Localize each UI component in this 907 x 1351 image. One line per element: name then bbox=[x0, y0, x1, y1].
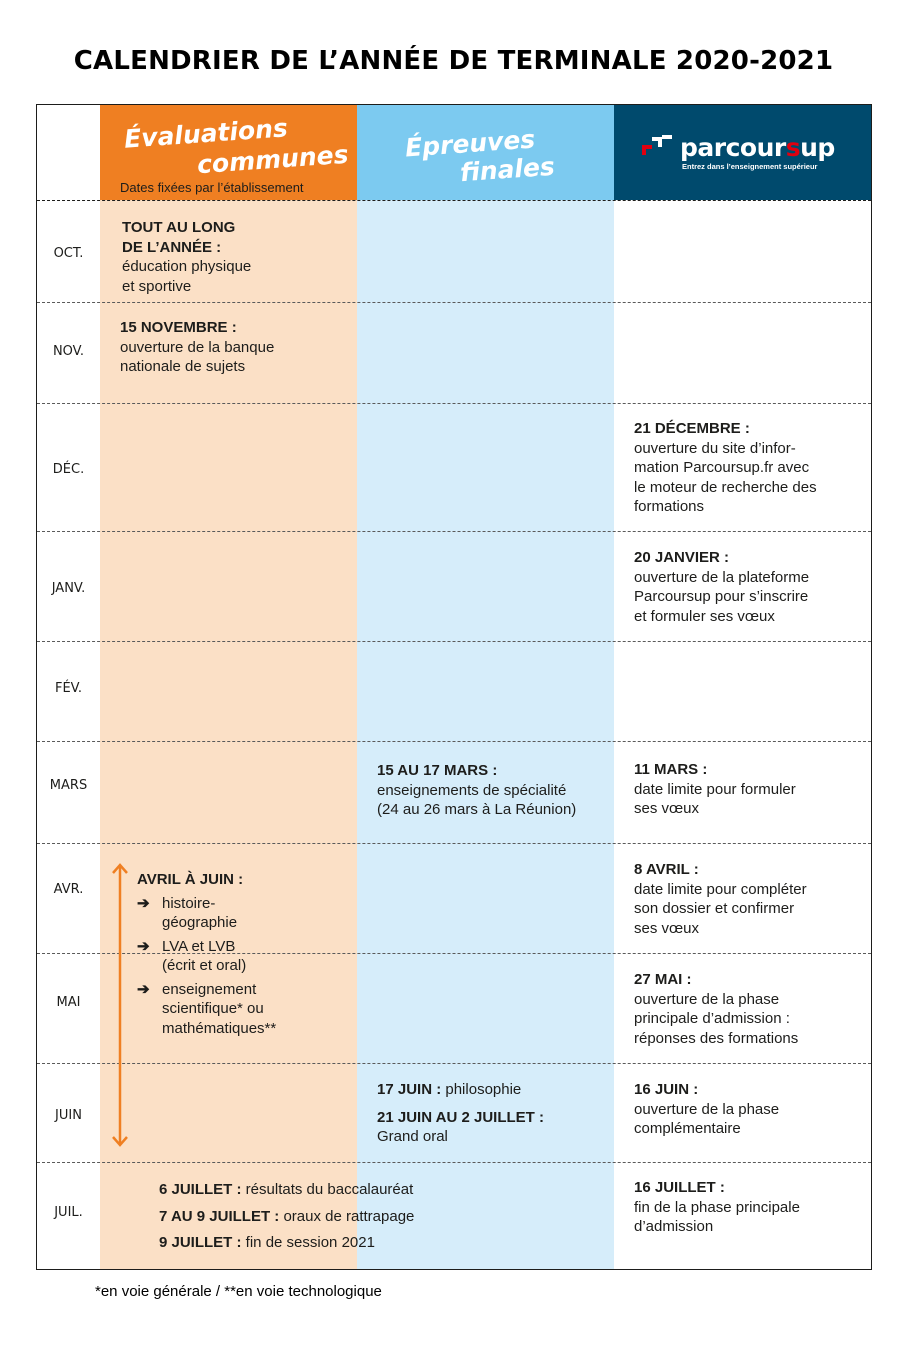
row-separator bbox=[37, 403, 871, 404]
month-oct: OCT. bbox=[53, 246, 84, 261]
parcoursup-dec-entry: 21 DÉCEMBRE : ouverture du site d’infor-… bbox=[634, 420, 817, 515]
month-juin: JUIN bbox=[55, 1108, 82, 1123]
eval-avril-juin-entry: AVRIL À JUIN : ➔ histoire- géographie ➔ … bbox=[137, 870, 347, 1038]
footnote: *en voie générale / **en voie technologi… bbox=[95, 1283, 382, 1300]
page-title: CALENDRIER DE L’ANNÉE DE TERMINALE 2020-… bbox=[73, 46, 834, 76]
juillet-entry: 9 JUILLET : fin de session 2021 bbox=[159, 1234, 375, 1251]
eval-nov-entry: 15 NOVEMBRE : ouverture de la banque nat… bbox=[120, 319, 275, 375]
month-mai: MAI bbox=[56, 995, 81, 1010]
evaluations-header-subtitle: Dates fixées par l’établissement bbox=[120, 180, 304, 195]
juillet-entry: 7 AU 9 JUILLET : oraux de rattrapage bbox=[159, 1207, 415, 1225]
parcoursup-mai-entry: 27 MAI : ouverture de la phase principal… bbox=[634, 971, 799, 1047]
parcoursup-mars-entry: 11 MARS : date limite pour formuler ses … bbox=[634, 761, 796, 817]
eval-oct-entry: TOUT AU LONG DE L’ANNÉE : éducation phys… bbox=[122, 219, 252, 295]
month-juil: JUIL. bbox=[54, 1205, 83, 1220]
parcoursup-logo: parcoursup Entrez dans l’enseignement su… bbox=[642, 133, 835, 171]
epreuves-juin-entry: 17 JUIN : philosophie 21 JUIN AU 2 JUILL… bbox=[377, 1081, 544, 1145]
parcoursup-header: parcoursup Entrez dans l’enseignement su… bbox=[614, 105, 871, 200]
right-arrow-icon: ➔ bbox=[137, 980, 150, 998]
row-separator bbox=[37, 741, 871, 742]
parcoursup-avr-entry: 8 AVRIL : date limite pour compléter son… bbox=[634, 861, 807, 937]
month-janv: JANV. bbox=[51, 581, 86, 596]
calendar-table-frame bbox=[36, 104, 872, 1270]
right-arrow-icon: ➔ bbox=[137, 937, 150, 955]
parcoursup-juil-entry: 16 JUILLET : fin de la phase principale … bbox=[634, 1179, 800, 1235]
row-separator bbox=[37, 302, 871, 303]
parcoursup-juin-entry: 16 JUIN : ouverture de la phase compléme… bbox=[634, 1081, 780, 1137]
eval-item-histoire: ➔ histoire- géographie bbox=[137, 894, 238, 932]
evaluations-column-band bbox=[100, 105, 357, 1269]
month-avr: AVR. bbox=[53, 882, 84, 897]
right-arrow-icon: ➔ bbox=[137, 894, 150, 912]
epreuves-header: Épreuves finales bbox=[357, 105, 614, 200]
evaluations-header: Évaluations communes Dates fixées par l’… bbox=[100, 105, 357, 200]
month-nov: NOV. bbox=[52, 344, 85, 359]
eval-item-sciences: ➔ enseignement scientifique* ou mathémat… bbox=[137, 980, 277, 1037]
epreuves-column-band bbox=[357, 105, 614, 1269]
juillet-entries: 6 JUILLET : résultats du baccalauréat 7 … bbox=[159, 1180, 414, 1253]
row-separator bbox=[37, 531, 871, 532]
parcoursup-logo-icon bbox=[642, 135, 672, 155]
epreuves-mars-entry: 15 AU 17 MARS : enseignements de spécial… bbox=[377, 762, 577, 818]
row-separator bbox=[37, 1063, 871, 1064]
eval-item-langues: ➔ LVA et LVB (écrit et oral) bbox=[137, 937, 247, 975]
header-separator bbox=[37, 200, 871, 201]
month-dec: DÉC. bbox=[52, 462, 85, 477]
row-separator bbox=[37, 641, 871, 642]
row-separator bbox=[37, 843, 871, 844]
parcoursup-logo-text: parcoursup bbox=[680, 133, 835, 162]
row-separator bbox=[37, 953, 871, 954]
month-fev: FÉV. bbox=[54, 681, 83, 696]
month-mars: MARS bbox=[49, 778, 88, 793]
parcoursup-tagline: Entrez dans l’enseignement supérieur bbox=[682, 162, 818, 171]
double-arrow-icon bbox=[112, 863, 128, 1147]
row-separator bbox=[37, 1162, 871, 1163]
parcoursup-janv-entry: 20 JANVIER : ouverture de la plateforme … bbox=[634, 549, 810, 625]
juillet-entry: 6 JUILLET : résultats du baccalauréat bbox=[159, 1181, 414, 1198]
